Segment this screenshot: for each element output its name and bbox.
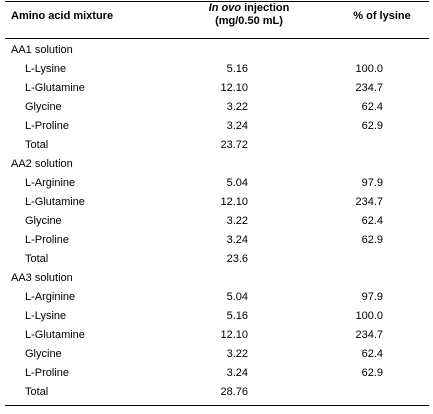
row-percent-lysine: 234.7 — [355, 196, 383, 208]
row-name: L-Glutamine — [25, 329, 85, 341]
header-in-ovo-italic: In ovo — [208, 2, 242, 14]
group-label: AA3 solution — [11, 272, 73, 284]
row-injection-value: 23.72 — [220, 139, 248, 151]
row-name: L-Arginine — [25, 291, 76, 303]
row-percent-lysine: 62.9 — [361, 367, 383, 379]
row-percent-lysine: 234.7 — [355, 329, 383, 341]
header-in-ovo-injection: In ovo injection (mg/0.50 mL) — [183, 2, 315, 28]
row-name: Total — [25, 253, 49, 265]
row-injection-value: 28.76 — [220, 386, 248, 398]
row-percent-lysine: 62.9 — [361, 234, 383, 246]
row-percent-lysine: 100.0 — [355, 310, 383, 322]
table-row: L-Lysine 5.16 100.0 — [5, 310, 429, 329]
row-injection-value: 12.10 — [220, 329, 248, 341]
row-injection-value: 12.10 — [220, 196, 248, 208]
row-name: Glycine — [25, 215, 62, 227]
table-row: Total 28.76 — [5, 386, 429, 405]
table-row: Glycine 3.22 62.4 — [5, 101, 429, 120]
table-bottom-rule — [5, 405, 429, 406]
header-percent-of-lysine: % of lysine — [353, 10, 411, 22]
header-unit-text: (mg/0.50 mL) — [215, 15, 283, 27]
table-row: L-Glutamine 12.10 234.7 — [5, 196, 429, 215]
table-row: L-Glutamine 12.10 234.7 — [5, 82, 429, 101]
row-injection-value: 5.16 — [226, 310, 248, 322]
group-label: AA2 solution — [11, 158, 73, 170]
row-percent-lysine: 97.9 — [361, 291, 383, 303]
row-name: L-Glutamine — [25, 196, 85, 208]
table-row: L-Proline 3.24 62.9 — [5, 120, 429, 139]
row-injection-value: 5.04 — [226, 291, 248, 303]
table-row: Glycine 3.22 62.4 — [5, 215, 429, 234]
group-label: AA1 solution — [11, 44, 73, 56]
row-name: L-Glutamine — [25, 82, 85, 94]
table-row: L-Arginine 5.04 97.9 — [5, 291, 429, 310]
row-injection-value: 3.22 — [226, 101, 248, 113]
row-name: L-Arginine — [25, 177, 76, 189]
row-name: L-Lysine — [25, 310, 67, 322]
row-percent-lysine: 62.9 — [361, 120, 383, 132]
row-percent-lysine: 62.4 — [361, 348, 383, 360]
row-percent-lysine: 62.4 — [361, 215, 383, 227]
table-row: L-Proline 3.24 62.9 — [5, 234, 429, 253]
row-injection-value: 5.16 — [226, 63, 248, 75]
table-header-rule — [5, 38, 429, 39]
row-name: L-Proline — [25, 120, 70, 132]
row-injection-value: 5.04 — [226, 177, 248, 189]
row-injection-value: 12.10 — [220, 82, 248, 94]
row-injection-value: 3.24 — [226, 367, 248, 379]
row-percent-lysine: 62.4 — [361, 101, 383, 113]
table-row: L-Lysine 5.16 100.0 — [5, 63, 429, 82]
group-header-row: AA2 solution — [5, 158, 429, 177]
table-row: Total 23.6 — [5, 253, 429, 272]
table-row: Glycine 3.22 62.4 — [5, 348, 429, 367]
row-name: Glycine — [25, 101, 62, 113]
row-percent-lysine: 97.9 — [361, 177, 383, 189]
row-injection-value: 3.22 — [226, 348, 248, 360]
row-injection-value: 3.22 — [226, 215, 248, 227]
table-row: L-Arginine 5.04 97.9 — [5, 177, 429, 196]
table-row: L-Glutamine 12.10 234.7 — [5, 329, 429, 348]
table-row: L-Proline 3.24 62.9 — [5, 367, 429, 386]
row-injection-value: 3.24 — [226, 120, 248, 132]
row-percent-lysine: 100.0 — [355, 63, 383, 75]
table-row: Total 23.72 — [5, 139, 429, 158]
row-injection-value: 23.6 — [226, 253, 248, 265]
row-name: L-Proline — [25, 367, 70, 379]
row-injection-value: 3.24 — [226, 234, 248, 246]
header-injection-text: injection — [241, 2, 290, 14]
row-name: L-Proline — [25, 234, 70, 246]
table-top-rule — [5, 1, 429, 2]
row-name: Total — [25, 139, 49, 151]
group-header-row: AA3 solution — [5, 272, 429, 291]
row-name: L-Lysine — [25, 63, 67, 75]
table-body: AA1 solution L-Lysine 5.16 100.0 L-Glutamine… — [5, 44, 429, 405]
row-name: Total — [25, 386, 49, 398]
row-name: Glycine — [25, 348, 62, 360]
group-header-row: AA1 solution — [5, 44, 429, 63]
header-amino-acid-mixture: Amino acid mixture — [11, 10, 114, 22]
row-percent-lysine: 234.7 — [355, 82, 383, 94]
